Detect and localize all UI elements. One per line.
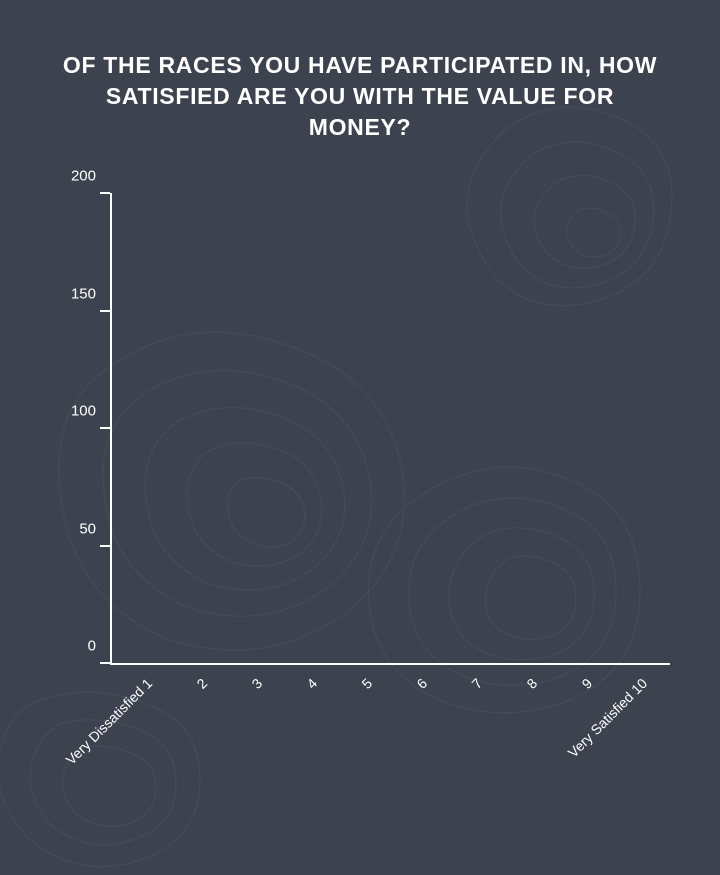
x-axis-label: 9 — [578, 675, 595, 692]
y-axis-tick — [100, 192, 110, 194]
chart-title: OF THE RACES YOU HAVE PARTICIPATED IN, H… — [60, 50, 660, 143]
y-axis-tick — [100, 662, 110, 664]
x-axis-label: Very Dissatisfied 1 — [62, 675, 155, 768]
x-axis-label: 6 — [413, 675, 430, 692]
x-axis-label: 8 — [523, 675, 540, 692]
x-axis-label: 4 — [303, 675, 320, 692]
y-axis-tick — [100, 427, 110, 429]
chart-plot-wrap: Very Dissatisfied 1 2 3 4 5 6 7 8 9Very Satisfie… — [40, 173, 680, 835]
y-axis-tick — [100, 545, 110, 547]
x-axis-label: 2 — [193, 675, 210, 692]
x-axis-label: Very Satisfied 10 — [564, 675, 650, 761]
y-axis-label: 150 — [71, 285, 96, 302]
y-axis-label: 100 — [71, 403, 96, 420]
bars-container: Very Dissatisfied 123456789Very Satisfie… — [112, 193, 670, 663]
x-axis-label: 3 — [248, 675, 265, 692]
x-axis-label: 7 — [468, 675, 485, 692]
y-axis-label: 0 — [88, 638, 96, 655]
y-axis-label: 200 — [71, 168, 96, 185]
y-axis-tick — [100, 310, 110, 312]
y-axis-label: 50 — [79, 520, 96, 537]
x-axis-label: 5 — [358, 675, 375, 692]
chart-plot-area: Very Dissatisfied 123456789Very Satisfie… — [110, 193, 670, 665]
chart-container: OF THE RACES YOU HAVE PARTICIPATED IN, H… — [0, 0, 720, 875]
